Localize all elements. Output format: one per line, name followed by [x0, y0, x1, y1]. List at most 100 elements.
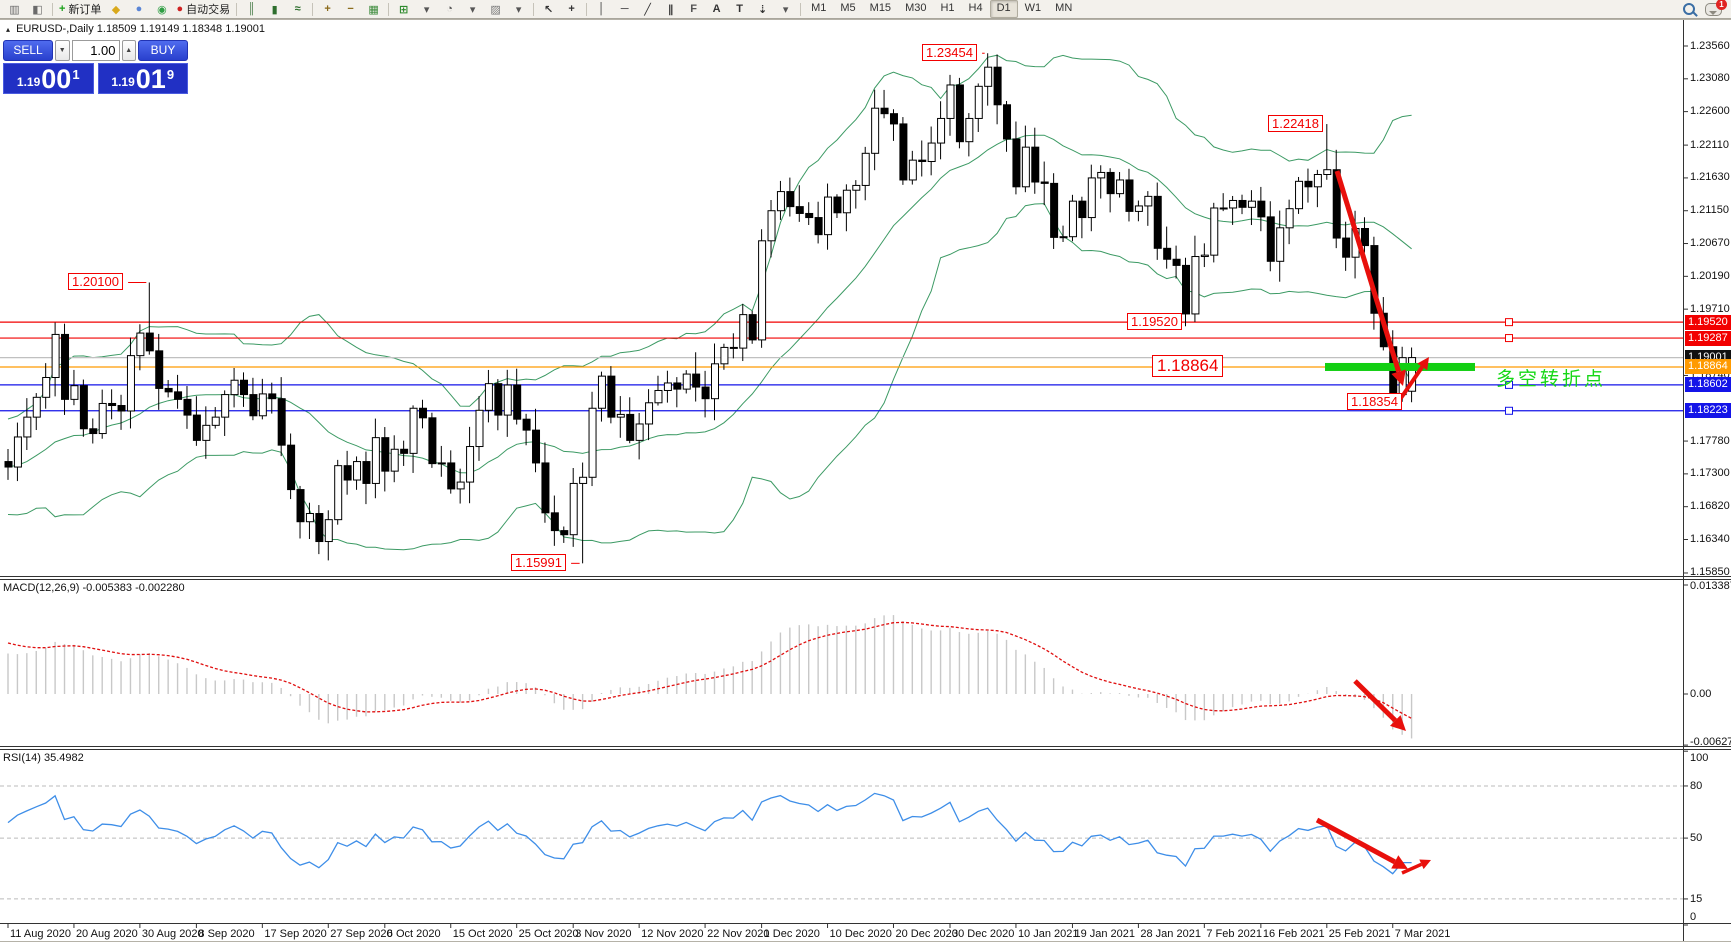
candle — [1163, 247, 1172, 260]
rsi-down-arrow[interactable] — [1315, 817, 1408, 869]
timeframe-button-m1[interactable]: M1 — [811, 2, 827, 14]
price-label-1.23454[interactable]: 1.23454 — [922, 44, 977, 62]
date-axis-label: 3 Nov 2020 — [575, 928, 632, 940]
trendline-button[interactable]: ╱ — [636, 0, 659, 18]
vertical-line-button-glyph: │ — [598, 3, 606, 15]
candle — [889, 113, 898, 125]
timeframe-button-m5[interactable]: M5 — [840, 2, 856, 14]
price-label-1.20100[interactable]: 1.20100 — [68, 273, 123, 291]
periods-button-glyph: ◔ — [446, 3, 453, 15]
price-label-1.15991[interactable]: 1.15991 — [511, 554, 566, 572]
buy-button[interactable]: BUY — [138, 40, 188, 61]
candle — [1200, 254, 1209, 258]
zoom-out-button[interactable]: − — [339, 0, 362, 18]
periods-caret[interactable]: ▾ — [461, 0, 484, 18]
candle — [13, 436, 22, 468]
cursor-button-glyph: ↖ — [543, 3, 554, 16]
turning-point-zone[interactable] — [1325, 362, 1475, 371]
zoom-in-button[interactable]: + — [316, 0, 339, 18]
rsi-axis-tick: 15 — [1690, 892, 1703, 905]
timeframe-button-mn[interactable]: MN — [1055, 2, 1073, 14]
equidistant-channel-button[interactable]: ∥ — [659, 0, 682, 18]
candle — [588, 407, 597, 478]
candle — [805, 212, 814, 219]
price-axis-tick: 1.20670 — [1690, 237, 1730, 250]
price-label-1.22418[interactable]: 1.22418 — [1268, 115, 1323, 133]
templates-button[interactable]: ▨ — [484, 0, 507, 18]
candle — [108, 402, 117, 407]
candle — [1106, 171, 1115, 195]
line-chart-icon[interactable]: ≈ — [286, 0, 309, 18]
price-label-1.19520[interactable]: 1.19520 — [1127, 313, 1182, 331]
bid-price-panel[interactable]: 1.19 00 1 — [3, 63, 94, 94]
timeframe-button-h1[interactable]: H1 — [940, 2, 955, 14]
bollinger-middle-band — [7, 134, 1412, 474]
mql5-community-icon[interactable]: ● — [127, 0, 150, 18]
timeframe-button-d1[interactable]: D1 — [989, 0, 1018, 18]
crosshair-button[interactable]: + — [560, 0, 583, 18]
macd-axis-tick: 0.00 — [1690, 688, 1712, 700]
candlestick-chart-icon[interactable]: ▮ — [263, 0, 286, 18]
hline-handle[interactable] — [1505, 380, 1513, 389]
candle — [550, 512, 559, 532]
candle — [230, 379, 239, 396]
candle — [701, 386, 710, 400]
new-chart-button[interactable]: ▥ — [3, 0, 26, 18]
new-order-button[interactable]: + 新订单 — [56, 0, 104, 18]
arrows-button[interactable]: ⇣ — [751, 0, 774, 18]
signals-icon[interactable]: ◉ — [150, 0, 173, 18]
toolbar-separator — [312, 2, 314, 16]
bar-chart-icon[interactable]: ║ — [240, 0, 263, 18]
candle — [1078, 200, 1087, 219]
candle — [1342, 237, 1351, 258]
timeframe-button-m30[interactable]: M30 — [905, 2, 927, 14]
collapse-triangle-icon[interactable]: ▴ — [6, 25, 11, 34]
date-axis-label: 17 Sep 2020 — [264, 928, 327, 940]
downtrend-arrow[interactable] — [1334, 170, 1406, 386]
price-axis-tick: 1.21630 — [1690, 171, 1730, 184]
periods-button[interactable]: ◔ — [438, 0, 461, 18]
candle — [852, 184, 861, 191]
text-label-button[interactable]: T — [728, 0, 751, 18]
lot-size-input[interactable] — [71, 40, 120, 61]
timeframe-button-w1[interactable]: W1 — [1024, 2, 1042, 14]
candle — [192, 414, 201, 441]
candle — [42, 376, 51, 398]
horizontal-line-button[interactable]: ─ — [613, 0, 636, 18]
arrows-caret[interactable]: ▾ — [774, 0, 797, 18]
cursor-button[interactable]: ↖ — [537, 0, 560, 18]
hline-handle[interactable] — [1505, 318, 1513, 327]
text-button[interactable]: A — [705, 0, 728, 18]
sell-button[interactable]: SELL — [3, 40, 53, 61]
vertical-line-button[interactable]: │ — [590, 0, 613, 18]
macd-down-arrow[interactable] — [1353, 679, 1406, 731]
candle — [711, 363, 719, 400]
price-label-1.18864[interactable]: 1.18864 — [1152, 354, 1224, 377]
chart-list-button-glyph: ◧ — [32, 3, 43, 16]
tile-windows-button[interactable]: ▦ — [362, 0, 385, 18]
notifications-icon[interactable]: 1 — [1705, 0, 1727, 16]
price-label-1.18354[interactable]: 1.18354 — [1347, 392, 1402, 410]
fibonacci-button[interactable]: F — [682, 0, 705, 18]
axis-price-badge: 1.18223 — [1685, 403, 1731, 419]
bid-price-pips: 00 — [41, 64, 72, 94]
ask-price-panel[interactable]: 1.19 01 9 — [97, 63, 188, 94]
candle — [767, 210, 776, 242]
hline-handle[interactable] — [1505, 406, 1513, 415]
lot-decrease-button[interactable]: ▼ — [55, 40, 70, 61]
indicators-caret[interactable]: ▾ — [415, 0, 438, 18]
chart-shift-icon[interactable]: ◆ — [104, 0, 127, 18]
search-icon[interactable] — [1683, 3, 1695, 15]
chart-list-button[interactable]: ◧ — [26, 0, 49, 18]
autotrading-button[interactable]: ● 自动交易 — [173, 0, 233, 18]
candle — [513, 384, 522, 420]
turning-point-note[interactable]: 多空转折点 — [1496, 369, 1607, 390]
indicators-button[interactable]: ⊞ — [392, 0, 415, 18]
bounce-arrow[interactable] — [1399, 357, 1429, 400]
timeframe-button-h4[interactable]: H4 — [968, 2, 983, 14]
timeframe-button-m15[interactable]: M15 — [869, 2, 892, 14]
lot-increase-button[interactable]: ▲ — [121, 40, 136, 61]
rsi-bounce-arrow[interactable] — [1401, 859, 1431, 875]
templates-caret[interactable]: ▾ — [507, 0, 530, 18]
hline-handle[interactable] — [1505, 334, 1513, 343]
